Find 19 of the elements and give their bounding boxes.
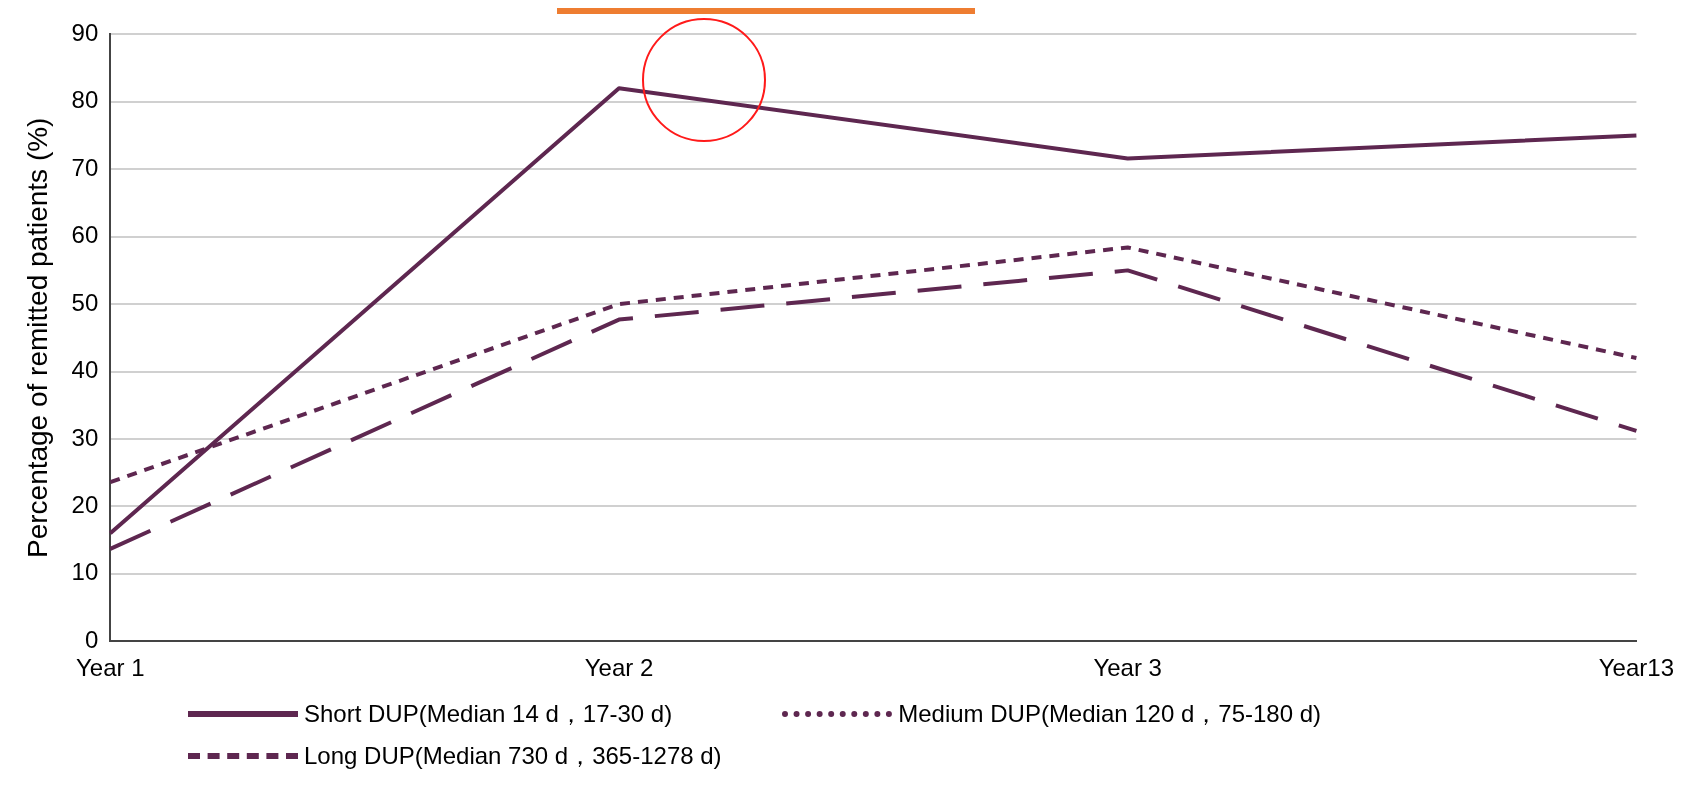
legend-label: Long DUP(Median 730 d，365-1278 d) (304, 741, 722, 771)
x-tick-label: Year 2 (584, 654, 654, 682)
x-tick-label: Year 1 (76, 654, 145, 682)
y-tick-label: 60 (71, 221, 99, 249)
y-tick-label: 90 (71, 19, 99, 47)
y-tick-label: 30 (71, 423, 99, 451)
legend-label: Short DUP(Median 14 d，17-30 d) (304, 699, 673, 729)
line-series (108, 268, 1639, 551)
y-tick-label: 70 (71, 153, 99, 181)
legend-label: Medium DUP(Median 120 d，75-180 d) (898, 699, 1322, 729)
y-axis-title: Percentage of remitted patients (%) (21, 117, 53, 559)
y-tick-label: 20 (71, 490, 99, 518)
x-tick-label: Year 3 (1093, 654, 1162, 682)
y-tick-label: 80 (71, 86, 99, 114)
x-tick-label: Year13 (1598, 654, 1674, 682)
y-tick-label: 40 (71, 356, 99, 384)
y-tick-label: 50 (71, 288, 99, 316)
y-tick-label: 10 (71, 558, 99, 586)
y-tick-label: 0 (84, 625, 99, 653)
